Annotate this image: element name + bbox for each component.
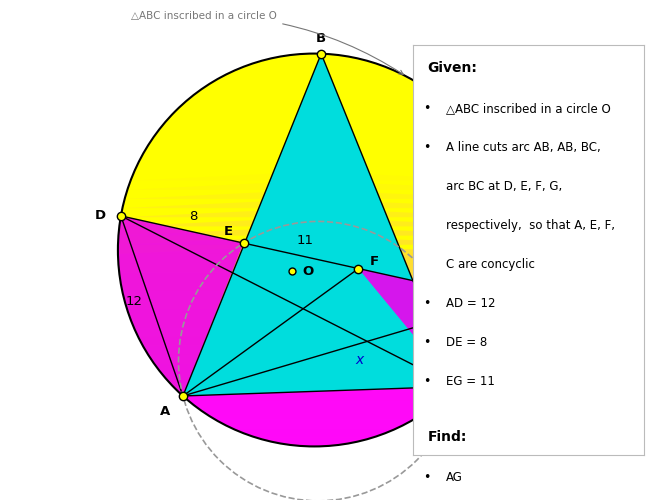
Polygon shape [359, 268, 504, 386]
Text: C: C [467, 394, 476, 406]
Text: •: • [422, 336, 430, 349]
Polygon shape [120, 208, 508, 218]
Polygon shape [124, 300, 505, 309]
Text: A line cuts arc AB, AB, BC,: A line cuts arc AB, AB, BC, [446, 142, 600, 154]
Text: Find:: Find: [427, 430, 467, 444]
Text: respectively,  so that A, E, F,: respectively, so that A, E, F, [446, 219, 615, 232]
Text: △ABC inscribed in a circle O: △ABC inscribed in a circle O [132, 10, 403, 74]
Text: AD = 12: AD = 12 [446, 297, 495, 310]
Text: •: • [422, 142, 430, 154]
Text: △ABC inscribed in a circle O: △ABC inscribed in a circle O [446, 102, 611, 116]
Text: D: D [95, 210, 106, 222]
Polygon shape [130, 318, 499, 328]
Polygon shape [143, 346, 486, 355]
Text: •: • [422, 375, 430, 388]
Text: x: x [355, 353, 363, 367]
Polygon shape [118, 254, 511, 263]
Text: AG: AG [446, 472, 463, 484]
Polygon shape [118, 216, 243, 396]
Text: F: F [370, 256, 379, 268]
Polygon shape [124, 190, 504, 199]
Text: EG = 11: EG = 11 [446, 375, 495, 388]
Polygon shape [169, 382, 460, 392]
Polygon shape [119, 218, 509, 226]
Polygon shape [138, 336, 491, 345]
Polygon shape [122, 290, 506, 300]
Polygon shape [232, 428, 397, 438]
Polygon shape [183, 386, 456, 446]
Text: G: G [516, 292, 527, 305]
Text: 8: 8 [189, 210, 197, 222]
Polygon shape [188, 400, 441, 410]
Text: •: • [422, 102, 430, 116]
Text: •: • [422, 472, 430, 484]
Text: A: A [160, 405, 170, 418]
Text: O: O [302, 265, 313, 278]
Text: 11: 11 [297, 234, 314, 246]
Polygon shape [200, 410, 428, 419]
Text: •: • [422, 297, 430, 310]
Polygon shape [148, 355, 480, 364]
Polygon shape [178, 392, 450, 400]
Polygon shape [118, 263, 510, 272]
Polygon shape [154, 364, 475, 373]
Text: B: B [316, 32, 326, 44]
Text: Given:: Given: [427, 62, 477, 76]
Polygon shape [118, 236, 510, 245]
Polygon shape [122, 199, 506, 208]
Polygon shape [120, 282, 508, 290]
Text: E: E [223, 226, 232, 238]
Polygon shape [119, 272, 510, 281]
Circle shape [118, 54, 511, 446]
Polygon shape [183, 54, 456, 396]
Polygon shape [127, 309, 502, 318]
Polygon shape [118, 245, 511, 254]
Text: DE = 8: DE = 8 [446, 336, 487, 349]
Polygon shape [214, 419, 415, 428]
Polygon shape [118, 226, 510, 235]
Polygon shape [133, 328, 495, 336]
Text: C are concyclic: C are concyclic [446, 258, 534, 271]
Polygon shape [161, 373, 467, 382]
Text: 12: 12 [126, 295, 143, 308]
Polygon shape [255, 438, 374, 446]
Text: arc BC at D, E, F, G,: arc BC at D, E, F, G, [446, 180, 562, 194]
